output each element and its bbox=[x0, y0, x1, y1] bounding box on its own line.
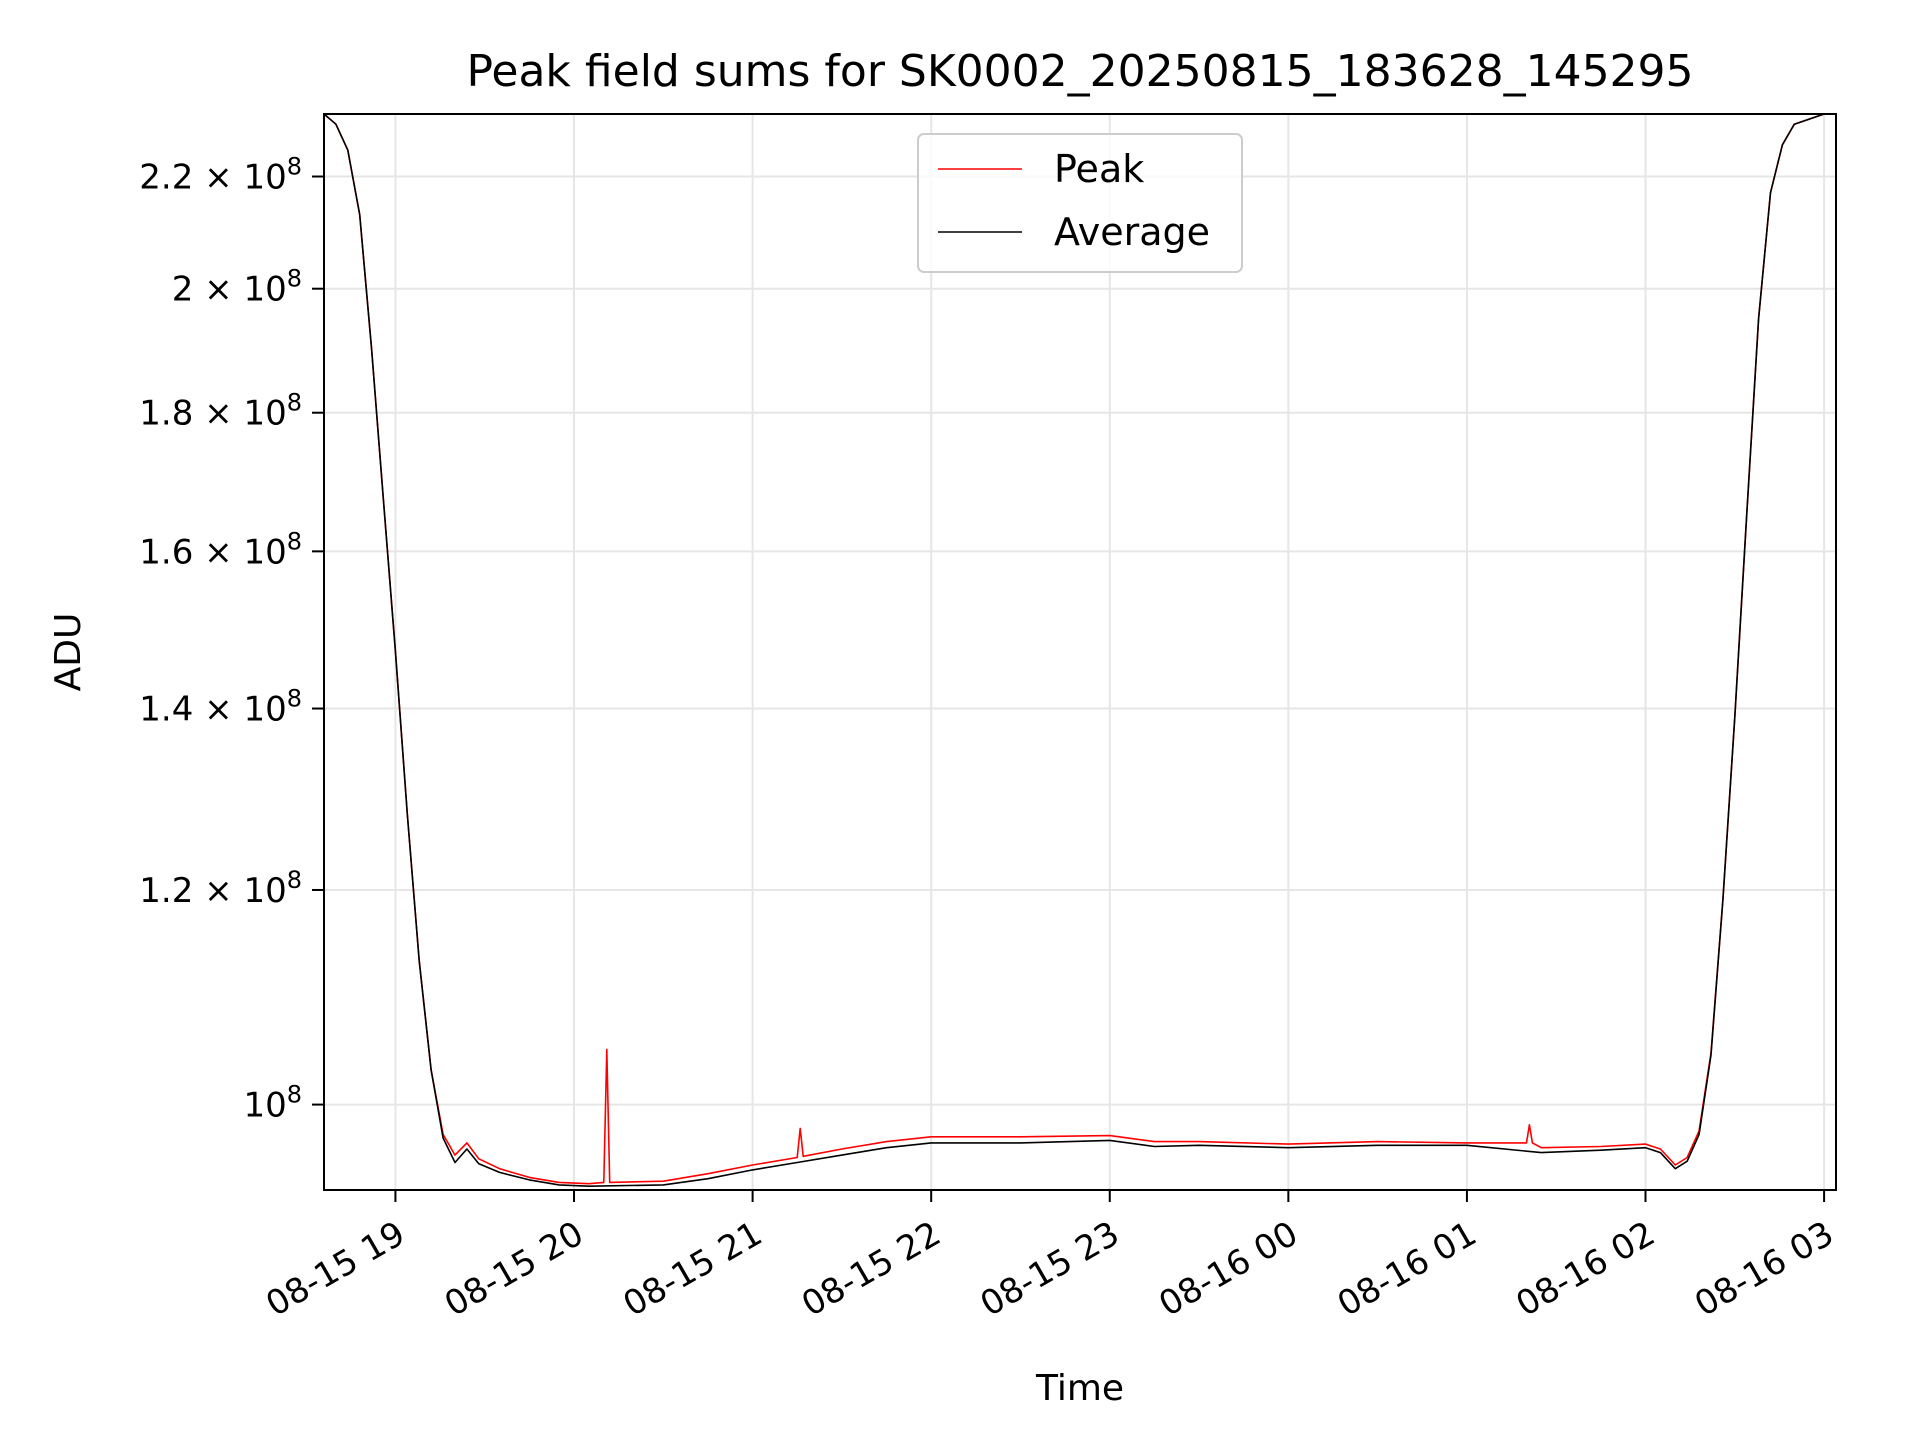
y-tick-label: 2.2 × 108 bbox=[139, 153, 302, 198]
legend-label-peak: Peak bbox=[1054, 147, 1144, 191]
plot-frame bbox=[323, 113, 1837, 1191]
plot-lines bbox=[323, 113, 1836, 1187]
x-axis-label: Time bbox=[1035, 1368, 1124, 1409]
y-axis: 108 1.2 × 108 1.4 × 108 1.6 × 108 1.8 × 108 2… bbox=[139, 153, 324, 1126]
y-tick-label: 1.8 × 108 bbox=[139, 389, 302, 434]
y-tick-label: 1.6 × 108 bbox=[139, 527, 302, 572]
grid bbox=[324, 114, 1836, 1190]
y-tick-label: 2 × 108 bbox=[172, 265, 302, 310]
legend: Peak Average bbox=[917, 133, 1243, 273]
chart-title: Peak field sums for SK0002_20250815_1836… bbox=[466, 46, 1693, 97]
y-axis-label: ADU bbox=[48, 613, 89, 692]
y-tick-label: 1.4 × 108 bbox=[139, 685, 302, 730]
y-tick-label: 1.2 × 108 bbox=[139, 866, 302, 911]
series-line-average bbox=[323, 113, 1836, 1187]
y-tick-label: 108 bbox=[243, 1081, 302, 1126]
legend-label-average: Average bbox=[1054, 210, 1210, 254]
